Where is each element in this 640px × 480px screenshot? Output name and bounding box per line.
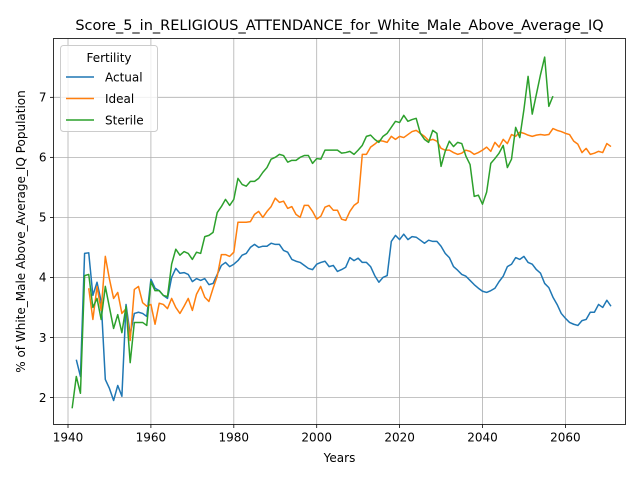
x-axis-label: Years xyxy=(323,451,356,465)
series-line-sterile xyxy=(71,56,554,409)
chart-title: Score_5_in_RELIGIOUS_ATTENDANCE_for_Whit… xyxy=(75,18,603,34)
legend-title: Fertility xyxy=(86,51,131,65)
y-axis-label: % of White_Male Above_Average_IQ Populat… xyxy=(14,90,28,373)
x-axis: 1940 1960 1980 2000 2020 2040 2060 xyxy=(53,424,581,445)
x-tick-label: 2040 xyxy=(467,431,498,445)
y-tick-label: 3 xyxy=(39,331,47,345)
x-tick-label: 2000 xyxy=(301,431,332,445)
y-tick-label: 6 xyxy=(39,151,47,165)
legend-box xyxy=(60,45,158,132)
legend-label-ideal: Ideal xyxy=(105,92,134,106)
series-line-ideal xyxy=(87,127,612,342)
y-axis: 2 3 4 5 6 7 xyxy=(39,91,54,405)
x-tick-label: 1960 xyxy=(136,431,167,445)
legend-label-sterile: Sterile xyxy=(105,113,144,127)
series-lines xyxy=(71,56,612,409)
y-tick-label: 5 xyxy=(39,211,47,225)
plot-frame xyxy=(53,38,626,425)
grid xyxy=(53,38,626,425)
y-tick-label: 7 xyxy=(39,91,47,105)
x-tick-label: 2060 xyxy=(550,431,581,445)
y-tick-label: 4 xyxy=(39,271,47,285)
legend-entries: Actual Ideal Sterile xyxy=(66,70,144,127)
series-line-actual xyxy=(75,233,612,402)
y-tick-label: 2 xyxy=(39,391,47,405)
x-tick-label: 1940 xyxy=(53,431,84,445)
x-tick-label: 1980 xyxy=(219,431,250,445)
x-tick-label: 2020 xyxy=(384,431,415,445)
legend: Fertility Actual Ideal Sterile xyxy=(60,45,158,132)
legend-label-actual: Actual xyxy=(105,70,143,84)
